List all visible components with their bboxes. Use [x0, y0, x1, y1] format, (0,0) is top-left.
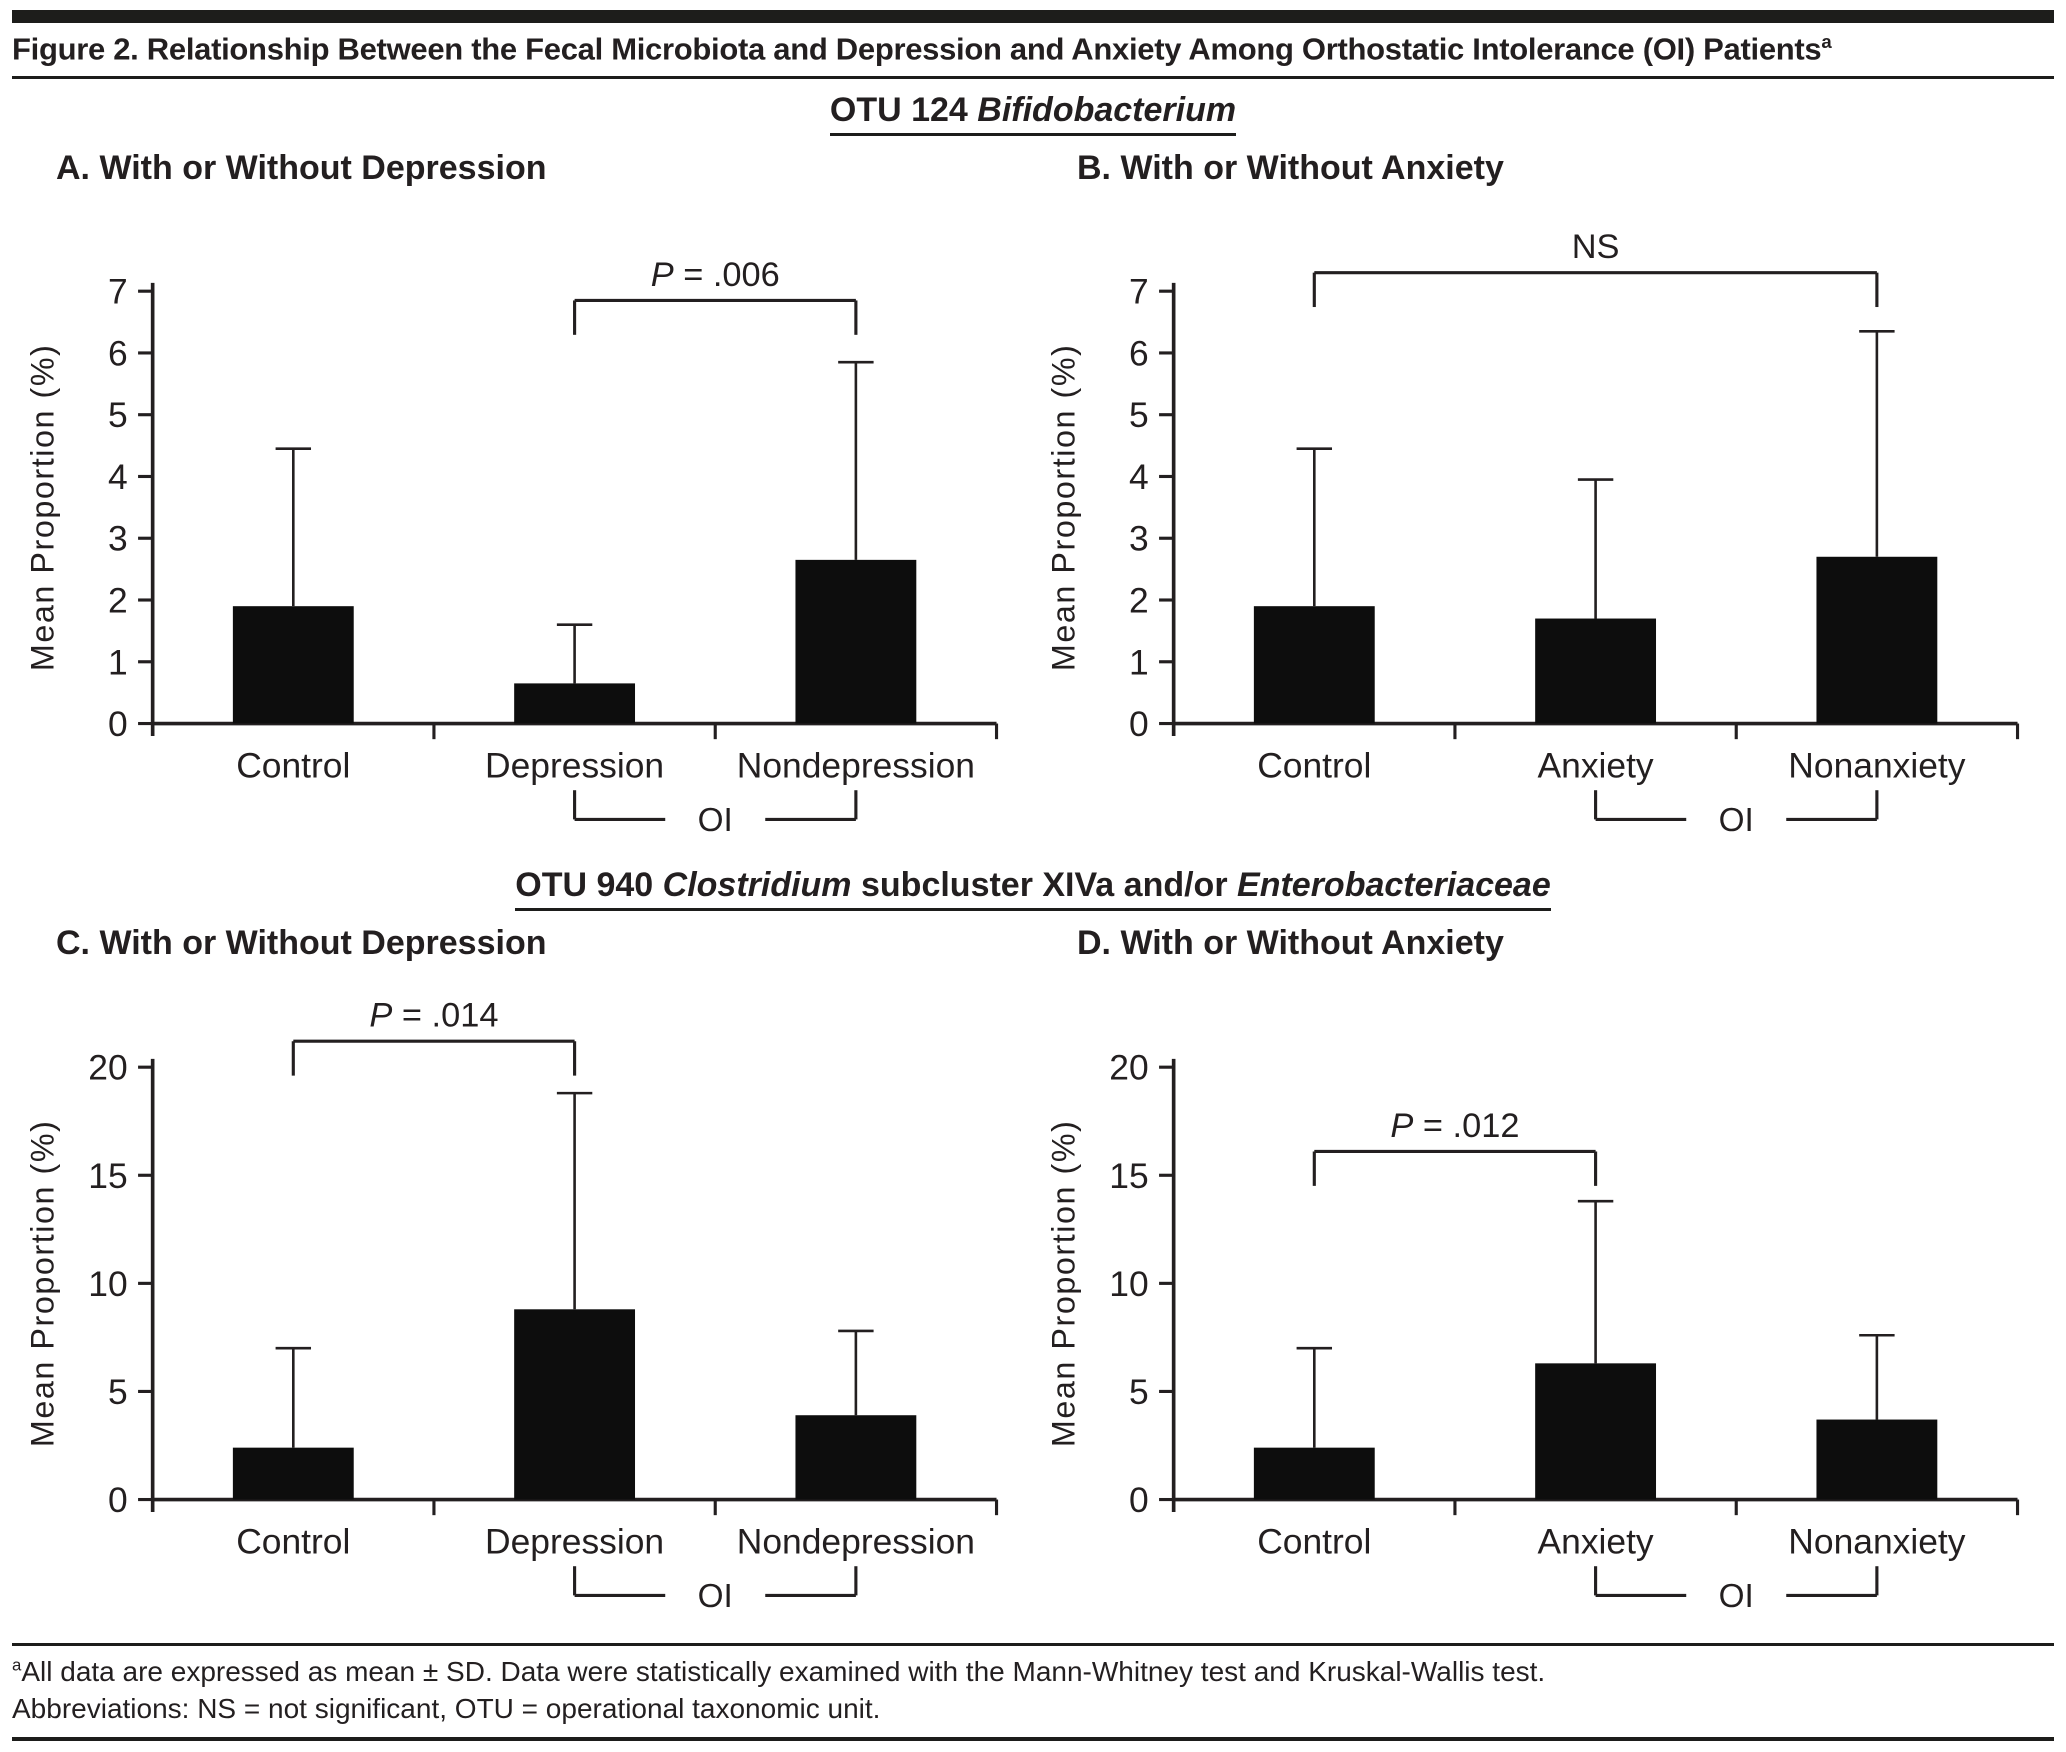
significance-label: NS	[1572, 228, 1620, 266]
y-tick-label: 1	[1129, 643, 1149, 683]
bar	[514, 1308, 636, 1500]
y-axis-label: Mean Proportion (%)	[25, 1119, 61, 1447]
y-tick-label: 7	[1129, 272, 1149, 312]
section-heading-otu-124: OTU 124 Bifidobacterium	[12, 91, 2054, 136]
y-tick-label: 0	[1129, 1480, 1149, 1520]
bar	[232, 1447, 354, 1500]
y-axis-label: Mean Proportion (%)	[1046, 344, 1082, 672]
figure-title-superscript: a	[1821, 31, 1832, 52]
bar	[1535, 618, 1657, 724]
section-heading-text: OTU 124 Bifidobacterium	[829, 91, 1237, 136]
panel-b: B. With or Without Anxiety 0 1 2 3 4 5 6 7 Mean …	[1033, 136, 2054, 854]
panel-b-title: B. With or Without Anxiety	[1077, 148, 1504, 187]
x-category-label: Control	[1257, 1521, 1371, 1561]
footnote-statistics: aAll data are expressed as mean ± SD. Da…	[12, 1654, 2054, 1690]
panel-a: A. With or Without Depression 0 1 2 3 4 5 6 7 Me…	[12, 136, 1033, 854]
y-tick-label: 20	[88, 1047, 127, 1087]
bar	[1816, 1419, 1938, 1500]
bar-chart-otu940-anxiety: 0 5 10 15 20 Mean Proportion (%) Control Anxiet…	[1046, 1047, 2020, 1614]
figure-title-text: Figure 2. Relationship Between the Fecal…	[12, 31, 1822, 67]
y-tick-label: 3	[1129, 519, 1149, 559]
panel-row-bottom: C. With or Without Depression 0 5 10 15 20 Me…	[12, 911, 2054, 1629]
x-category-label: Depression	[485, 1521, 664, 1561]
bar	[232, 606, 354, 724]
oi-group-label: OI	[698, 802, 733, 839]
y-tick-label: 15	[1109, 1155, 1148, 1195]
y-tick-label: 4	[1129, 457, 1149, 497]
x-category-label: Control	[1257, 746, 1371, 786]
bar	[514, 683, 636, 724]
y-tick-label: 2	[1129, 581, 1149, 621]
x-category-label: Nonanxiety	[1788, 1521, 1965, 1561]
bar-chart-otu124-anxiety: 0 1 2 3 4 5 6 7 Mean Proportion (%) Control Anxiet…	[1046, 228, 2020, 839]
y-tick-label: 3	[108, 519, 128, 559]
bar	[1535, 1362, 1657, 1500]
y-tick-label: 0	[1129, 704, 1149, 744]
section-heading-otu-940: OTU 940 Clostridium subcluster XIVa and/…	[12, 866, 2054, 912]
y-tick-label: 7	[108, 272, 128, 312]
bar	[1253, 1447, 1375, 1500]
y-tick-label: 2	[108, 581, 128, 621]
y-tick-label: 0	[108, 1480, 128, 1520]
oi-group-label: OI	[698, 1577, 733, 1614]
panel-row-top: A. With or Without Depression 0 1 2 3 4 5 6 7 Me…	[12, 136, 2054, 854]
figure-title: Figure 2. Relationship Between the Fecal…	[12, 23, 2054, 76]
figure-page: Figure 2. Relationship Between the Fecal…	[0, 10, 2066, 1742]
significance-label: P = .014	[369, 996, 498, 1034]
x-category-label: Control	[236, 746, 350, 786]
section-otu-940: OTU 940 Clostridium subcluster XIVa and/…	[12, 866, 2054, 1629]
panel-c-title: C. With or Without Depression	[56, 924, 547, 963]
x-category-label: Nondepression	[737, 746, 975, 786]
y-tick-label: 0	[108, 704, 128, 744]
x-category-label: Anxiety	[1538, 746, 1654, 786]
bar	[1816, 557, 1938, 724]
y-tick-label: 5	[108, 1371, 128, 1411]
section-heading-text: OTU 940 Clostridium subcluster XIVa and/…	[515, 866, 1551, 912]
x-category-label: Control	[236, 1521, 350, 1561]
bottom-rule	[12, 1737, 2054, 1742]
bar	[795, 560, 917, 724]
x-category-label: Nonanxiety	[1788, 746, 1965, 786]
panel-d: D. With or Without Anxiety 0 5 10 15 20 Mean …	[1033, 911, 2054, 1629]
y-tick-label: 1	[108, 643, 128, 683]
y-tick-label: 6	[1129, 334, 1149, 374]
top-thick-rule	[12, 10, 2054, 23]
y-tick-label: 4	[108, 457, 128, 497]
oi-group-label: OI	[1719, 1577, 1754, 1614]
y-tick-label: 5	[1129, 396, 1149, 436]
y-tick-label: 10	[1109, 1263, 1148, 1303]
footnote-statistics-text: All data are expressed as mean ± SD. Dat…	[21, 1656, 1546, 1688]
bar-chart-otu940-depression: 0 5 10 15 20 Mean Proportion (%) Control Depres…	[25, 996, 999, 1614]
panel-d-title: D. With or Without Anxiety	[1077, 924, 1504, 963]
y-tick-label: 15	[88, 1155, 127, 1195]
y-tick-label: 10	[88, 1263, 127, 1303]
bar	[795, 1414, 917, 1500]
bar-chart-otu124-depression: 0 1 2 3 4 5 6 7 Mean Proportion (%) Control Depres…	[25, 256, 999, 839]
footnote-block: aAll data are expressed as mean ± SD. Da…	[12, 1643, 2054, 1737]
significance-label: P = .006	[651, 256, 780, 294]
panel-c: C. With or Without Depression 0 5 10 15 20 Me…	[12, 911, 1033, 1629]
y-tick-label: 5	[108, 396, 128, 436]
bar	[1253, 606, 1375, 724]
section-otu-124: OTU 124 Bifidobacterium A. With or Witho…	[12, 91, 2054, 854]
title-divider-rule	[12, 75, 2054, 79]
significance-label: P = .012	[1390, 1106, 1519, 1144]
y-axis-label: Mean Proportion (%)	[1046, 1119, 1082, 1447]
y-tick-label: 6	[108, 334, 128, 374]
x-category-label: Nondepression	[737, 1521, 975, 1561]
y-tick-label: 20	[1109, 1047, 1148, 1087]
y-axis-label: Mean Proportion (%)	[25, 344, 61, 672]
footnote-superscript: a	[12, 1655, 22, 1675]
x-category-label: Depression	[485, 746, 664, 786]
oi-group-label: OI	[1719, 802, 1754, 839]
footnote-abbreviations-text: Abbreviations: NS = not significant, OTU…	[12, 1692, 881, 1724]
y-tick-label: 5	[1129, 1371, 1149, 1411]
x-category-label: Anxiety	[1538, 1521, 1654, 1561]
panel-a-title: A. With or Without Depression	[56, 148, 547, 187]
footnote-abbreviations: Abbreviations: NS = not significant, OTU…	[12, 1691, 2054, 1727]
